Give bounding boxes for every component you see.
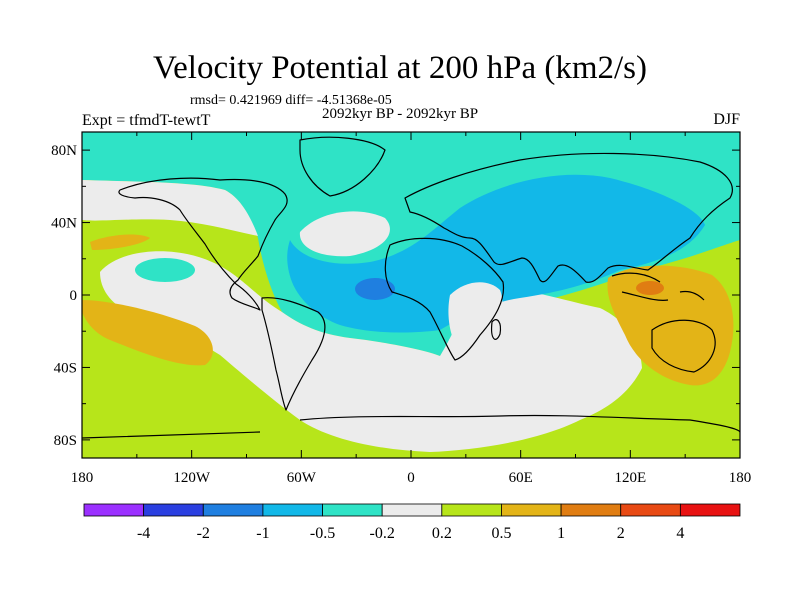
coast-antarctica bbox=[82, 414, 740, 439]
colorbar-label: -4 bbox=[137, 525, 150, 542]
lon-tick-label: 120E bbox=[614, 470, 646, 486]
lon-tick-label: 120W bbox=[173, 470, 211, 486]
field-maritime-core bbox=[636, 281, 664, 295]
stats-line: rmsd= 0.421969 diff= -4.51368e-05 bbox=[190, 93, 392, 108]
lon-tick-label: 180 bbox=[729, 470, 752, 486]
colorbar-swatch bbox=[501, 503, 562, 517]
lat-tick-label: 80N bbox=[51, 143, 77, 159]
colorbar-label: 2 bbox=[617, 525, 625, 542]
colorbar: -4 -2 -1 -0.5 -0.2 0.2 0.5 1 2 4 bbox=[83, 503, 741, 542]
field-natl-neutral bbox=[299, 211, 390, 257]
coast-north-america bbox=[118, 177, 288, 311]
coast-africa bbox=[384, 237, 505, 361]
experiment-label: Expt = tfmdT-tewtT bbox=[82, 112, 211, 129]
coast-madagascar bbox=[491, 319, 502, 340]
colorbar-swatch bbox=[560, 503, 622, 517]
coast-south-america bbox=[261, 297, 326, 411]
field-maritime-orange bbox=[607, 265, 734, 386]
colorbar-label: 1 bbox=[557, 525, 565, 542]
colorbar-label: -0.5 bbox=[310, 525, 335, 542]
velocity-potential-field bbox=[82, 132, 740, 458]
lat-tick-label: 40S bbox=[54, 360, 77, 376]
colorbar-swatch bbox=[322, 503, 383, 517]
colorbar-swatch bbox=[381, 503, 443, 517]
axis-ticks bbox=[81, 132, 741, 458]
period-label: 2092kyr BP - 2092kyr BP bbox=[322, 106, 479, 122]
field-eafrica-neutral bbox=[448, 282, 503, 358]
colorbar-swatch bbox=[620, 503, 681, 517]
colorbar-label: 4 bbox=[676, 525, 684, 542]
axis-labels: 80N 40N 0 40S 80S 180 120W 60W 0 60E 120E 180 bbox=[51, 143, 751, 486]
colorbar-swatch bbox=[83, 503, 145, 517]
lon-tick-label: 0 bbox=[407, 470, 415, 486]
coast-eurasia bbox=[404, 152, 733, 283]
field-npac-orange bbox=[90, 234, 150, 250]
lat-tick-label: 0 bbox=[70, 288, 78, 304]
colorbar-swatch bbox=[143, 503, 204, 517]
colorbar-label: 0.5 bbox=[491, 525, 511, 542]
lat-tick-label: 80S bbox=[54, 433, 77, 449]
colorbar-swatch bbox=[441, 503, 502, 517]
lat-tick-label: 40N bbox=[51, 216, 77, 232]
field-south-neutral bbox=[100, 251, 642, 452]
coast-australia bbox=[651, 319, 716, 373]
coast-greenland bbox=[299, 136, 386, 197]
colorbar-label: 0.2 bbox=[432, 525, 452, 542]
colorbar-swatch bbox=[679, 503, 741, 517]
map-title: Velocity Potential at 200 hPa (km2/s) bbox=[152, 50, 648, 86]
field-atlantic-deep bbox=[355, 278, 395, 300]
lon-tick-label: 180 bbox=[71, 470, 94, 486]
coast-maritime bbox=[611, 272, 705, 301]
colorbar-swatch bbox=[202, 503, 264, 517]
season-label: DJF bbox=[713, 111, 740, 128]
lon-tick-label: 60W bbox=[287, 470, 317, 486]
field-npac-neutral bbox=[82, 180, 258, 236]
colorbar-label: -0.2 bbox=[370, 525, 395, 542]
coastlines bbox=[82, 136, 740, 439]
colorbar-label: -2 bbox=[197, 525, 210, 542]
field-pacific-teal bbox=[135, 258, 195, 282]
colorbar-swatch bbox=[262, 503, 323, 517]
field-spac-orange bbox=[82, 300, 213, 366]
colorbar-label: -1 bbox=[256, 525, 269, 542]
lon-tick-label: 60E bbox=[509, 470, 533, 486]
